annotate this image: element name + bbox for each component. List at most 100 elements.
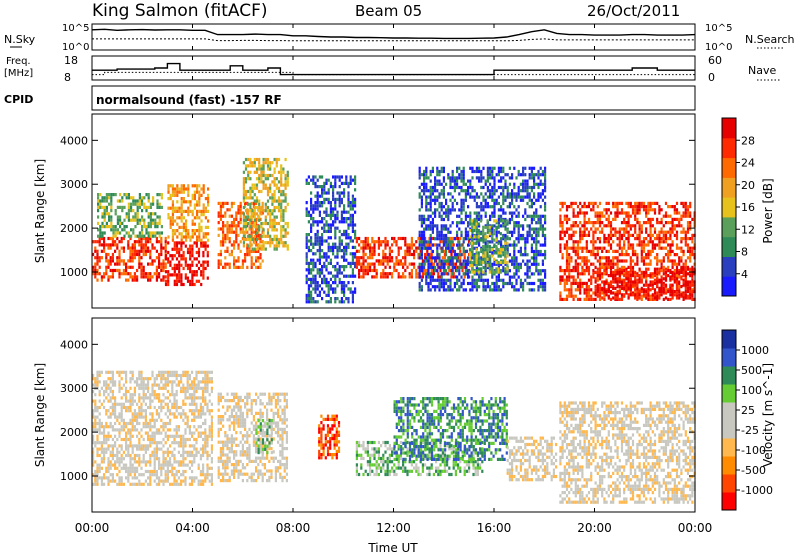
power-cell-1082 bbox=[242, 225, 245, 229]
power-cell-182 bbox=[142, 275, 145, 279]
power-cell-4503 bbox=[658, 237, 661, 241]
power-cell-2921 bbox=[482, 185, 485, 190]
power-cell-2033 bbox=[386, 262, 389, 266]
power-cell-1710 bbox=[334, 229, 337, 233]
power-cell-2491 bbox=[436, 246, 439, 250]
power-cell-3824 bbox=[572, 243, 575, 247]
power-cell-2663 bbox=[453, 256, 456, 260]
power-cell-1823 bbox=[345, 258, 348, 262]
power-cell-2534 bbox=[440, 233, 443, 238]
power-cell-4093 bbox=[605, 288, 608, 292]
power-cell-4333 bbox=[636, 233, 639, 237]
power-cell-862 bbox=[222, 230, 225, 234]
power-cell-527 bbox=[175, 241, 179, 245]
power-cell-945 bbox=[239, 205, 242, 209]
power-cell-2747 bbox=[462, 262, 465, 266]
power-cell-2946 bbox=[484, 214, 487, 218]
power-cell-3131 bbox=[502, 211, 505, 215]
power-cell-401 bbox=[136, 205, 139, 209]
power-cell-3734 bbox=[561, 224, 564, 228]
power-cell-709 bbox=[180, 209, 183, 213]
power-cell-2065 bbox=[397, 259, 400, 263]
power-cell-2126 bbox=[417, 256, 420, 260]
power-cell-1148 bbox=[251, 247, 254, 251]
power-cell-4906 bbox=[645, 283, 648, 287]
power-cell-3886 bbox=[579, 288, 582, 292]
power-cell-2725 bbox=[460, 262, 463, 266]
power-cell-1144 bbox=[251, 209, 254, 213]
power-cell-3990 bbox=[592, 272, 595, 276]
power-cell-2957 bbox=[484, 272, 487, 276]
power-cell-1151 bbox=[253, 164, 256, 168]
power-cell-672 bbox=[171, 229, 174, 233]
power-cell-4440 bbox=[649, 249, 652, 253]
power-cell-1912 bbox=[354, 290, 357, 294]
power-cell-45 bbox=[105, 256, 108, 260]
power-cell-2055 bbox=[395, 240, 398, 244]
power-cell-4401 bbox=[645, 221, 648, 225]
power-cell-3421 bbox=[533, 256, 536, 260]
power-cell-3598 bbox=[479, 238, 483, 242]
power-cell-3300 bbox=[519, 281, 522, 286]
power-cell-1935 bbox=[360, 275, 363, 279]
power-cell-1241 bbox=[264, 234, 267, 238]
power-cell-589 bbox=[191, 250, 194, 255]
power-cell-3113 bbox=[500, 243, 503, 247]
power-cell-1971 bbox=[369, 262, 372, 266]
power-cell-2362 bbox=[423, 246, 426, 250]
power-cell-37 bbox=[103, 240, 106, 244]
power-cell-2393 bbox=[427, 208, 430, 212]
power-cell-1402 bbox=[286, 177, 289, 181]
power-cell-404 bbox=[136, 215, 139, 219]
power-cell-1766 bbox=[340, 197, 343, 201]
power-cell-781 bbox=[196, 216, 199, 220]
power-cell-2598 bbox=[447, 214, 450, 218]
power-cell-151 bbox=[136, 268, 139, 273]
power-cell-3954 bbox=[587, 272, 591, 276]
power-cell-3510 bbox=[541, 288, 544, 292]
power-cell-1916 bbox=[355, 256, 358, 260]
power-cell-289 bbox=[103, 205, 106, 209]
power-cell-1430 bbox=[305, 293, 308, 297]
power-cell-3455 bbox=[537, 198, 540, 202]
power-cell-2652 bbox=[451, 288, 454, 292]
power-cell-489 bbox=[160, 193, 163, 197]
power-cell-3043 bbox=[493, 205, 496, 209]
power-cell-3098 bbox=[497, 285, 500, 289]
power-cell-2544 bbox=[440, 281, 443, 286]
power-cell-3310 bbox=[522, 198, 525, 202]
power-cell-2132 bbox=[419, 249, 422, 253]
power-cell-3753 bbox=[563, 278, 566, 282]
power-cell-4145 bbox=[614, 211, 617, 215]
power-cell-1936 bbox=[362, 240, 365, 244]
power-cell-2304 bbox=[418, 230, 421, 234]
power-cell-3420 bbox=[533, 253, 536, 257]
power-cell-1495 bbox=[312, 274, 315, 278]
power-cell-1902 bbox=[354, 229, 357, 233]
power-cell-3465 bbox=[537, 262, 540, 266]
power-cell-4561 bbox=[667, 221, 670, 225]
power-cell-4027 bbox=[598, 201, 602, 205]
power-cell-3490 bbox=[539, 285, 542, 289]
power-cell-110 bbox=[125, 265, 128, 269]
power-cell-2513 bbox=[438, 253, 441, 257]
power-cell-1099 bbox=[244, 221, 248, 226]
power-cell-2728 bbox=[460, 281, 463, 286]
power-cell-1461 bbox=[310, 223, 313, 227]
power-cell-134 bbox=[131, 256, 134, 260]
power-cell-1517 bbox=[314, 277, 317, 281]
power-cell-2591 bbox=[445, 288, 448, 292]
power-cell-121 bbox=[129, 236, 132, 241]
power-cell-1899 bbox=[354, 204, 357, 208]
power-cell-213 bbox=[153, 246, 156, 250]
power-cell-1611 bbox=[323, 281, 326, 285]
power-cell-524 bbox=[173, 273, 176, 277]
power-cell-1164 bbox=[253, 234, 256, 238]
power-cell-223 bbox=[155, 275, 158, 279]
power-cell-4378 bbox=[640, 278, 643, 282]
power-cell-3058 bbox=[495, 189, 498, 193]
power-cell-1603 bbox=[323, 229, 326, 233]
power-cell-4011 bbox=[596, 211, 599, 215]
power-cell-424 bbox=[141, 228, 144, 232]
power-cell-3219 bbox=[511, 281, 514, 286]
